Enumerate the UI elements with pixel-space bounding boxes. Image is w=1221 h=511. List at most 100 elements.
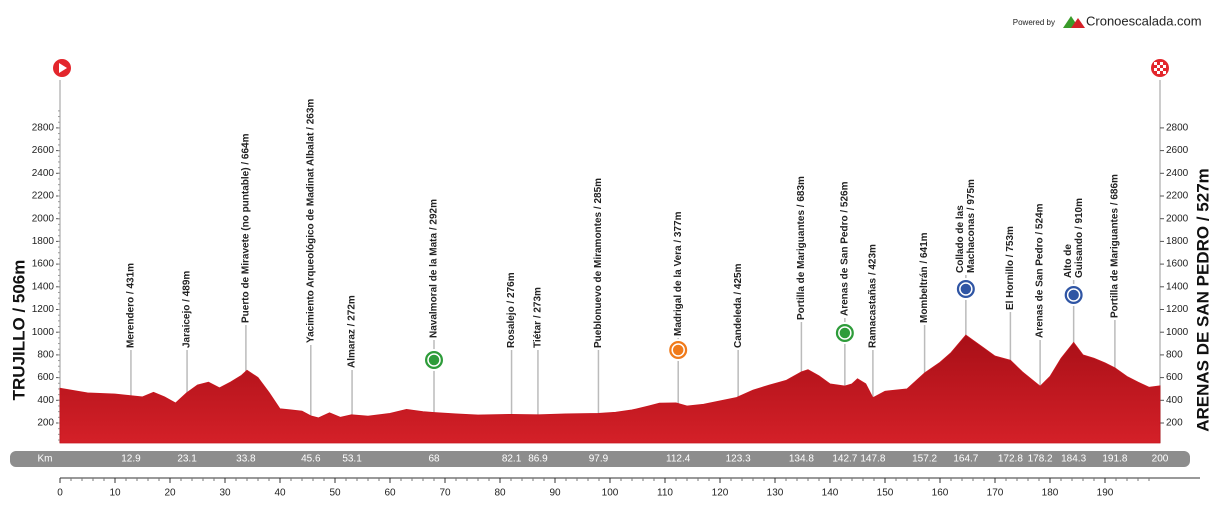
km-label: 172.8 — [998, 454, 1023, 465]
x-tick-label: 170 — [987, 488, 1004, 499]
y-tick-label: 800 — [37, 350, 54, 361]
x-tick-label: 120 — [712, 488, 729, 499]
finish-icon-check — [1154, 68, 1157, 71]
climb-icon-inner — [427, 353, 441, 367]
y-tick-label-right: 400 — [1166, 395, 1183, 406]
y-tick-label-right: 2400 — [1166, 168, 1189, 179]
km-label: 33.8 — [236, 454, 256, 465]
y-tick-label-right: 800 — [1166, 350, 1183, 361]
y-tick-label-right: 1400 — [1166, 281, 1189, 292]
finish-icon-check — [1160, 68, 1163, 71]
x-tick-label: 180 — [1042, 488, 1059, 499]
y-tick-label-right: 1000 — [1166, 327, 1189, 338]
x-tick-label: 160 — [932, 488, 949, 499]
km-label: 184.3 — [1061, 454, 1086, 465]
km-label: 45.6 — [301, 454, 321, 465]
x-tick-label: 60 — [384, 488, 396, 499]
km-label: 23.1 — [177, 454, 197, 465]
climb-icon-inner — [838, 326, 852, 340]
start-title: TRUJILLO / 506m — [9, 260, 28, 401]
y-tick-label: 1600 — [32, 259, 55, 270]
y-tick-label: 2200 — [32, 191, 55, 202]
climb-icon-inner — [1066, 288, 1081, 302]
start-icon-arrow — [59, 63, 67, 73]
waypoint-label: Collado de las — [955, 205, 966, 273]
x-tick-label: 110 — [657, 488, 673, 499]
y-tick-label-right: 2800 — [1166, 123, 1189, 134]
y-tick-label: 200 — [37, 418, 54, 429]
x-tick-label: 190 — [1097, 488, 1114, 499]
x-tick-label: 130 — [767, 488, 784, 499]
y-tick-label-right: 600 — [1166, 372, 1183, 383]
profile-layer — [56, 110, 1200, 483]
waypoint-label: Mombeltrán / 641m — [919, 232, 930, 323]
y-tick-label-right: 1200 — [1166, 304, 1189, 315]
powered-by: Powered by — [1013, 18, 1055, 27]
finish-icon-check — [1157, 71, 1160, 74]
y-tick-label: 2400 — [32, 168, 55, 179]
y-tick-label: 1200 — [32, 304, 55, 315]
km-label: 82.1 — [502, 454, 522, 465]
km-label: 134.8 — [789, 454, 814, 465]
km-label: 157.2 — [912, 454, 937, 465]
waypoint-label: Machaconas / 975m — [966, 179, 977, 273]
finish-icon-check — [1154, 62, 1157, 65]
y-tick-label: 400 — [37, 395, 54, 406]
km-label: 164.7 — [953, 454, 978, 465]
waypoint-label: Puerto de Miravete (no puntable) / 664m — [241, 133, 252, 323]
waypoint-label: Almaraz / 272m — [347, 295, 358, 368]
y-tick-label: 2800 — [32, 123, 55, 134]
finish-title: ARENAS DE SAN PEDRO / 527m — [1193, 168, 1212, 432]
waypoint-label: Navalmoral de la Mata / 292m — [429, 199, 440, 338]
waypoint-label: Madrigal de la Vera / 377m — [673, 211, 684, 336]
km-label: 191.8 — [1102, 454, 1127, 465]
y-tick-label-right: 1600 — [1166, 259, 1189, 270]
finish-icon-check — [1160, 62, 1163, 65]
y-tick-label: 2600 — [32, 145, 55, 156]
waypoint-label: Alto de — [1063, 244, 1074, 278]
waypoint-label: Merendero / 431m — [126, 263, 137, 348]
x-tick-label: 90 — [549, 488, 561, 499]
km-label: 147.8 — [860, 454, 885, 465]
waypoint-label: Portilla de Mariguantes / 683m — [796, 176, 807, 320]
waypoint-label: Jaraicejo / 489m — [182, 271, 193, 348]
waypoint-label: Candeleda / 425m — [733, 263, 744, 348]
waypoint-label: Rosalejo / 276m — [506, 272, 517, 348]
brand: Cronoescalada.com — [1086, 13, 1202, 28]
x-tick-label: 30 — [219, 488, 231, 499]
x-tick-label: 40 — [274, 488, 286, 499]
waypoint-label: Tiétar / 273m — [533, 287, 544, 348]
km-label: 142.7 — [832, 454, 857, 465]
x-tick-label: 140 — [822, 488, 839, 499]
climb-icon — [954, 278, 977, 300]
climb-icon — [1062, 284, 1085, 306]
y-tick-label: 2000 — [32, 213, 55, 224]
y-tick-label-right: 1800 — [1166, 236, 1189, 247]
km-label: 200 — [1152, 454, 1169, 465]
y-tick-label: 1000 — [32, 327, 55, 338]
waypoint-label: Ramacastañas / 423m — [868, 244, 879, 348]
x-tick-label: 50 — [329, 488, 341, 499]
profile-area — [59, 334, 1161, 444]
x-axis-label: Km — [38, 454, 53, 465]
x-tick-label: 0 — [57, 488, 63, 499]
km-label: 112.4 — [666, 454, 691, 465]
km-label: 97.9 — [589, 454, 609, 465]
x-tick-label: 70 — [439, 488, 451, 499]
waypoint-label: Pueblonuevo de Miramontes / 285m — [593, 178, 604, 348]
y-tick-label: 1400 — [32, 281, 55, 292]
climb-icon-inner — [959, 282, 973, 296]
waypoint-label: Arenas de San Pedro / 526m — [839, 181, 850, 316]
waypoint-label: Arenas de San Pedro / 524m — [1035, 203, 1046, 338]
km-label: 68 — [428, 454, 440, 465]
finish-icon-check — [1163, 71, 1166, 74]
km-label: 178.2 — [1028, 454, 1053, 465]
x-tick-label: 150 — [877, 488, 894, 499]
y-tick-label-right: 2600 — [1166, 145, 1189, 156]
waypoint-label: El Hornillo / 753m — [1005, 226, 1016, 310]
y-tick-label: 1800 — [32, 236, 55, 247]
x-tick-label: 20 — [164, 488, 176, 499]
finish-icon-check — [1163, 65, 1166, 68]
